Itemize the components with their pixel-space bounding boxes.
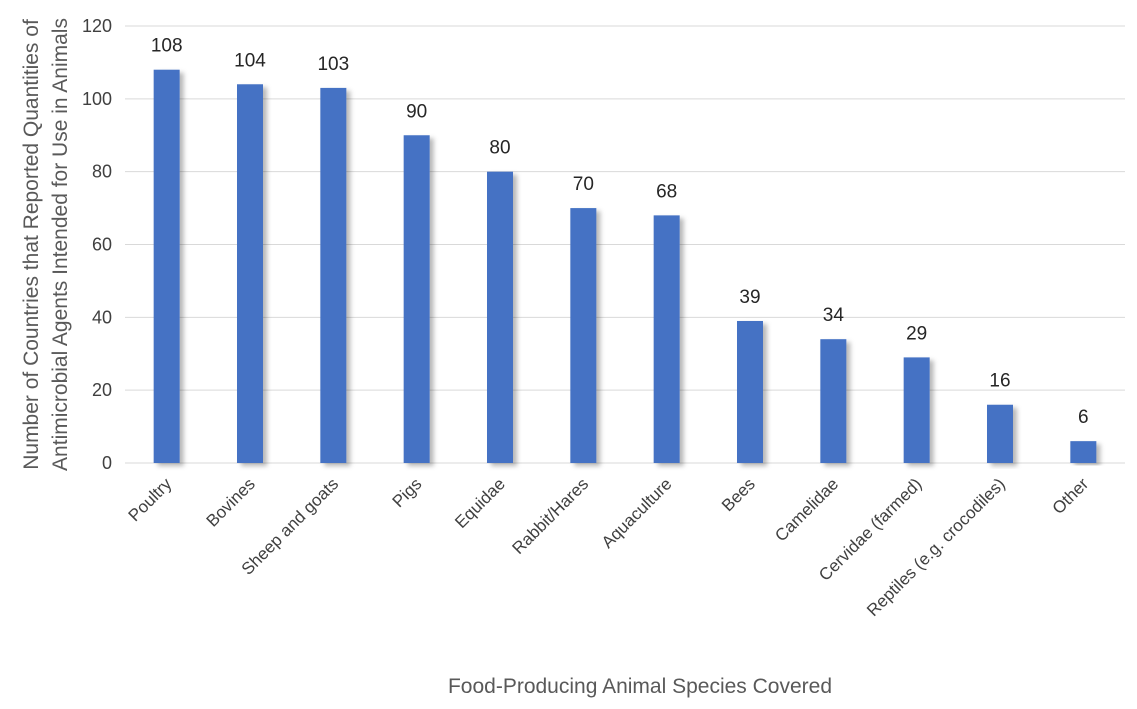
gridlines: [125, 25, 1125, 464]
category-label: Aquaculture: [598, 474, 676, 552]
category-label: Bees: [718, 474, 759, 515]
bar: [737, 320, 763, 463]
bar-value-label: 39: [739, 287, 760, 308]
bar: [1070, 441, 1097, 463]
y-tick-label: 60: [92, 235, 112, 255]
category-label: Equidae: [451, 474, 509, 532]
category-label: Poultry: [125, 474, 176, 525]
bar: [403, 135, 430, 463]
bar-value-label: 108: [151, 36, 183, 57]
data-labels: 108 104 103 90 80 70 68 39 34 29 16 6: [151, 36, 1089, 428]
bar-value-label: 16: [989, 371, 1010, 392]
bar-value-label: 104: [234, 50, 266, 71]
bar: [987, 404, 1013, 463]
category-label: Reptiles (e.g. crocodiles): [863, 474, 1009, 620]
bar: [653, 215, 680, 463]
category-label: Pigs: [389, 474, 426, 511]
y-tick-label: 120: [82, 16, 112, 36]
bar: [153, 69, 180, 463]
bar-value-label: 103: [317, 54, 349, 75]
category-label: Rabbit/Hares: [509, 474, 593, 558]
y-axis-ticks: 0 20 40 60 80 100 120: [82, 16, 112, 473]
bar: [820, 339, 847, 463]
bar-value-label: 70: [573, 174, 594, 195]
y-tick-label: 80: [92, 162, 112, 182]
category-label: Other: [1049, 474, 1093, 518]
bar-value-label: 90: [406, 101, 427, 122]
bar-value-label: 29: [906, 323, 927, 344]
bar-value-label: 68: [656, 181, 677, 202]
bar: [237, 84, 263, 464]
bar: [570, 208, 597, 463]
bar: [487, 171, 513, 463]
bar-value-label: 80: [489, 138, 510, 159]
category-label: Camelidae: [771, 474, 842, 545]
category-label: Bovines: [203, 474, 259, 530]
y-axis-title-line-1: Number of Countries that Reported Quanti…: [20, 19, 43, 470]
bar-value-label: 34: [823, 305, 845, 326]
y-tick-label: 0: [102, 453, 112, 473]
x-axis-title: Food-Producing Animal Species Covered: [448, 675, 832, 698]
y-tick-label: 100: [82, 89, 112, 109]
bars: [153, 69, 1097, 464]
bar: [903, 357, 930, 463]
bar: [320, 87, 347, 464]
y-tick-label: 40: [92, 307, 112, 327]
y-axis-title-line-2: Antimicrobial Agents Intended for Use in…: [49, 18, 72, 471]
y-tick-label: 20: [92, 380, 112, 400]
bar-value-label: 6: [1078, 407, 1089, 428]
